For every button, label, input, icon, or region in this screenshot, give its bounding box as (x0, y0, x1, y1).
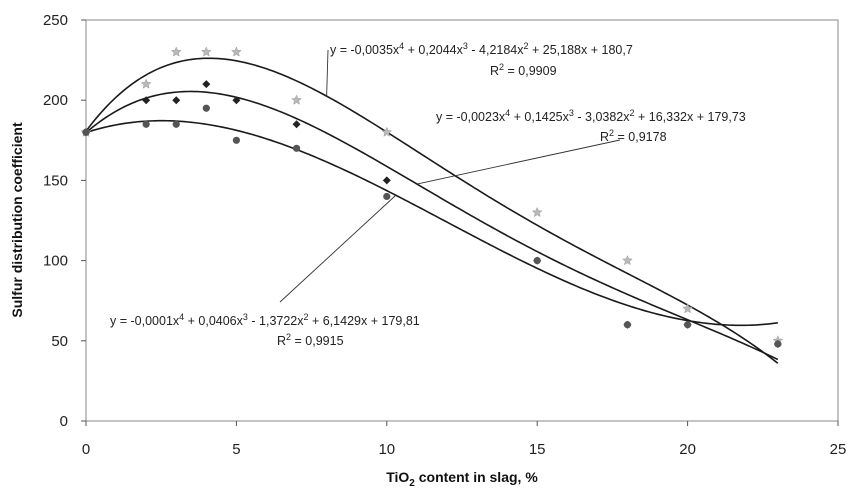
r2-part: = 0,9915 (291, 334, 344, 348)
data-point-circle (172, 120, 180, 128)
r2-exponent: 2 (499, 62, 504, 72)
y-tick-label: 150 (43, 172, 68, 189)
data-point-circle (623, 321, 632, 329)
x-label-subscript: 2 (409, 478, 415, 488)
r2-label-bottom: R2 = 0,9915 (277, 332, 344, 348)
equation-part: y = -0,0001x (110, 314, 180, 328)
r2-part: = 0,9178 (614, 130, 667, 144)
data-point-star (531, 206, 543, 218)
equation-exponent: 2 (524, 41, 529, 51)
equation-exponent: 2 (630, 108, 635, 118)
equation-part: + 0,2044x (404, 43, 463, 57)
data-point-circle (383, 192, 391, 201)
equation-exponent: 3 (463, 41, 468, 51)
equation-exponent: 4 (505, 108, 510, 118)
r2-exponent: 2 (609, 128, 614, 138)
data-point-circle (292, 144, 301, 152)
equation-leader-line (279, 194, 397, 303)
trend-curve-bottom (85, 119, 778, 327)
r2-part: R (600, 130, 609, 144)
equation-exponent: 2 (304, 312, 309, 322)
y-axis-label: Sulfur distribution coefficient (9, 122, 25, 318)
x-tick-label: 5 (232, 441, 240, 458)
equation-label-middle: y = -0,0023x4 + 0,1425x3 - 3,0382x2 + 16… (436, 108, 746, 124)
x-axis-label: TiO2 content in slag, % (386, 469, 538, 488)
data-point-circle (82, 128, 90, 136)
equation-label-top: y = -0,0035x4 + 0,2044x3 - 4,2184x2 + 25… (330, 41, 633, 57)
r2-part: R (490, 64, 499, 78)
data-point-star (381, 126, 393, 137)
data-point-circle (684, 321, 692, 329)
y-tick-label: 0 (60, 413, 68, 430)
y-tick-label: 50 (51, 333, 68, 350)
r2-label-middle: R2 = 0,9178 (600, 128, 667, 144)
y-tick-label: 100 (43, 253, 68, 270)
x-axis-ticks: 0 5 10 15 20 25 (82, 421, 847, 458)
data-point-diamond (232, 96, 241, 105)
equation-exponent: 3 (243, 312, 248, 322)
equation-part: - 3,0382x (574, 110, 630, 124)
r2-part: = 0,9909 (504, 64, 557, 78)
data-point-circle (142, 120, 150, 128)
data-points (80, 46, 784, 349)
equation-exponent: 3 (569, 108, 574, 118)
data-point-circle (202, 104, 210, 112)
data-point-star (140, 78, 152, 89)
r2-part: R (277, 334, 286, 348)
data-point-diamond (172, 96, 181, 105)
data-point-circle (533, 257, 541, 265)
equation-part: + 0,1425x (510, 110, 569, 124)
x-label-part: TiO (386, 469, 409, 485)
r2-label-top: R2 = 0,9909 (490, 62, 557, 78)
data-point-star (200, 46, 212, 57)
data-point-diamond (202, 80, 211, 89)
trend-curves (85, 57, 779, 364)
x-tick-label: 25 (830, 441, 847, 458)
equation-leader-line (326, 49, 329, 97)
data-point-circle (232, 136, 240, 144)
x-tick-label: 15 (529, 441, 546, 458)
data-point-diamond (142, 96, 151, 105)
equation-part: + 6,1429x + 179,81 (309, 314, 420, 328)
r2-exponent: 2 (286, 332, 291, 342)
data-point-diamond (382, 176, 391, 185)
x-tick-label: 10 (378, 441, 395, 458)
equation-part: + 16,332x + 179,73 (635, 110, 746, 124)
equation-exponent: 4 (399, 41, 404, 51)
leader-lines (279, 49, 621, 303)
data-point-star (231, 46, 242, 57)
equation-part: y = -0,0035x (330, 43, 400, 57)
y-tick-label: 250 (43, 12, 68, 29)
y-axis-ticks: 0 50 100 150 200 250 (43, 12, 86, 430)
equation-label-bottom: y = -0,0001x4 + 0,0406x3 - 1,3722x2 + 6,… (110, 312, 420, 328)
equation-part: y = -0,0023x (436, 110, 506, 124)
x-tick-label: 0 (82, 441, 90, 458)
data-point-star (170, 46, 182, 57)
x-tick-label: 20 (679, 441, 696, 458)
equation-part: + 25,188x + 180,7 (529, 43, 633, 57)
y-tick-label: 200 (43, 92, 68, 109)
equation-part: - 4,2184x (468, 43, 524, 57)
data-point-star (682, 303, 693, 314)
equation-exponent: 4 (179, 312, 184, 322)
data-point-circle (774, 340, 782, 348)
data-point-star (622, 254, 633, 266)
plot-area (85, 19, 839, 422)
equation-part: - 1,3722x (248, 314, 304, 328)
equation-part: + 0,0406x (184, 314, 243, 328)
data-point-diamond (292, 120, 301, 129)
x-label-part: content in slag, % (415, 469, 538, 485)
trend-curve-top (85, 57, 779, 364)
equation-leader-line (416, 139, 621, 185)
trend-curve-middle (85, 90, 779, 361)
data-point-star (291, 94, 302, 105)
